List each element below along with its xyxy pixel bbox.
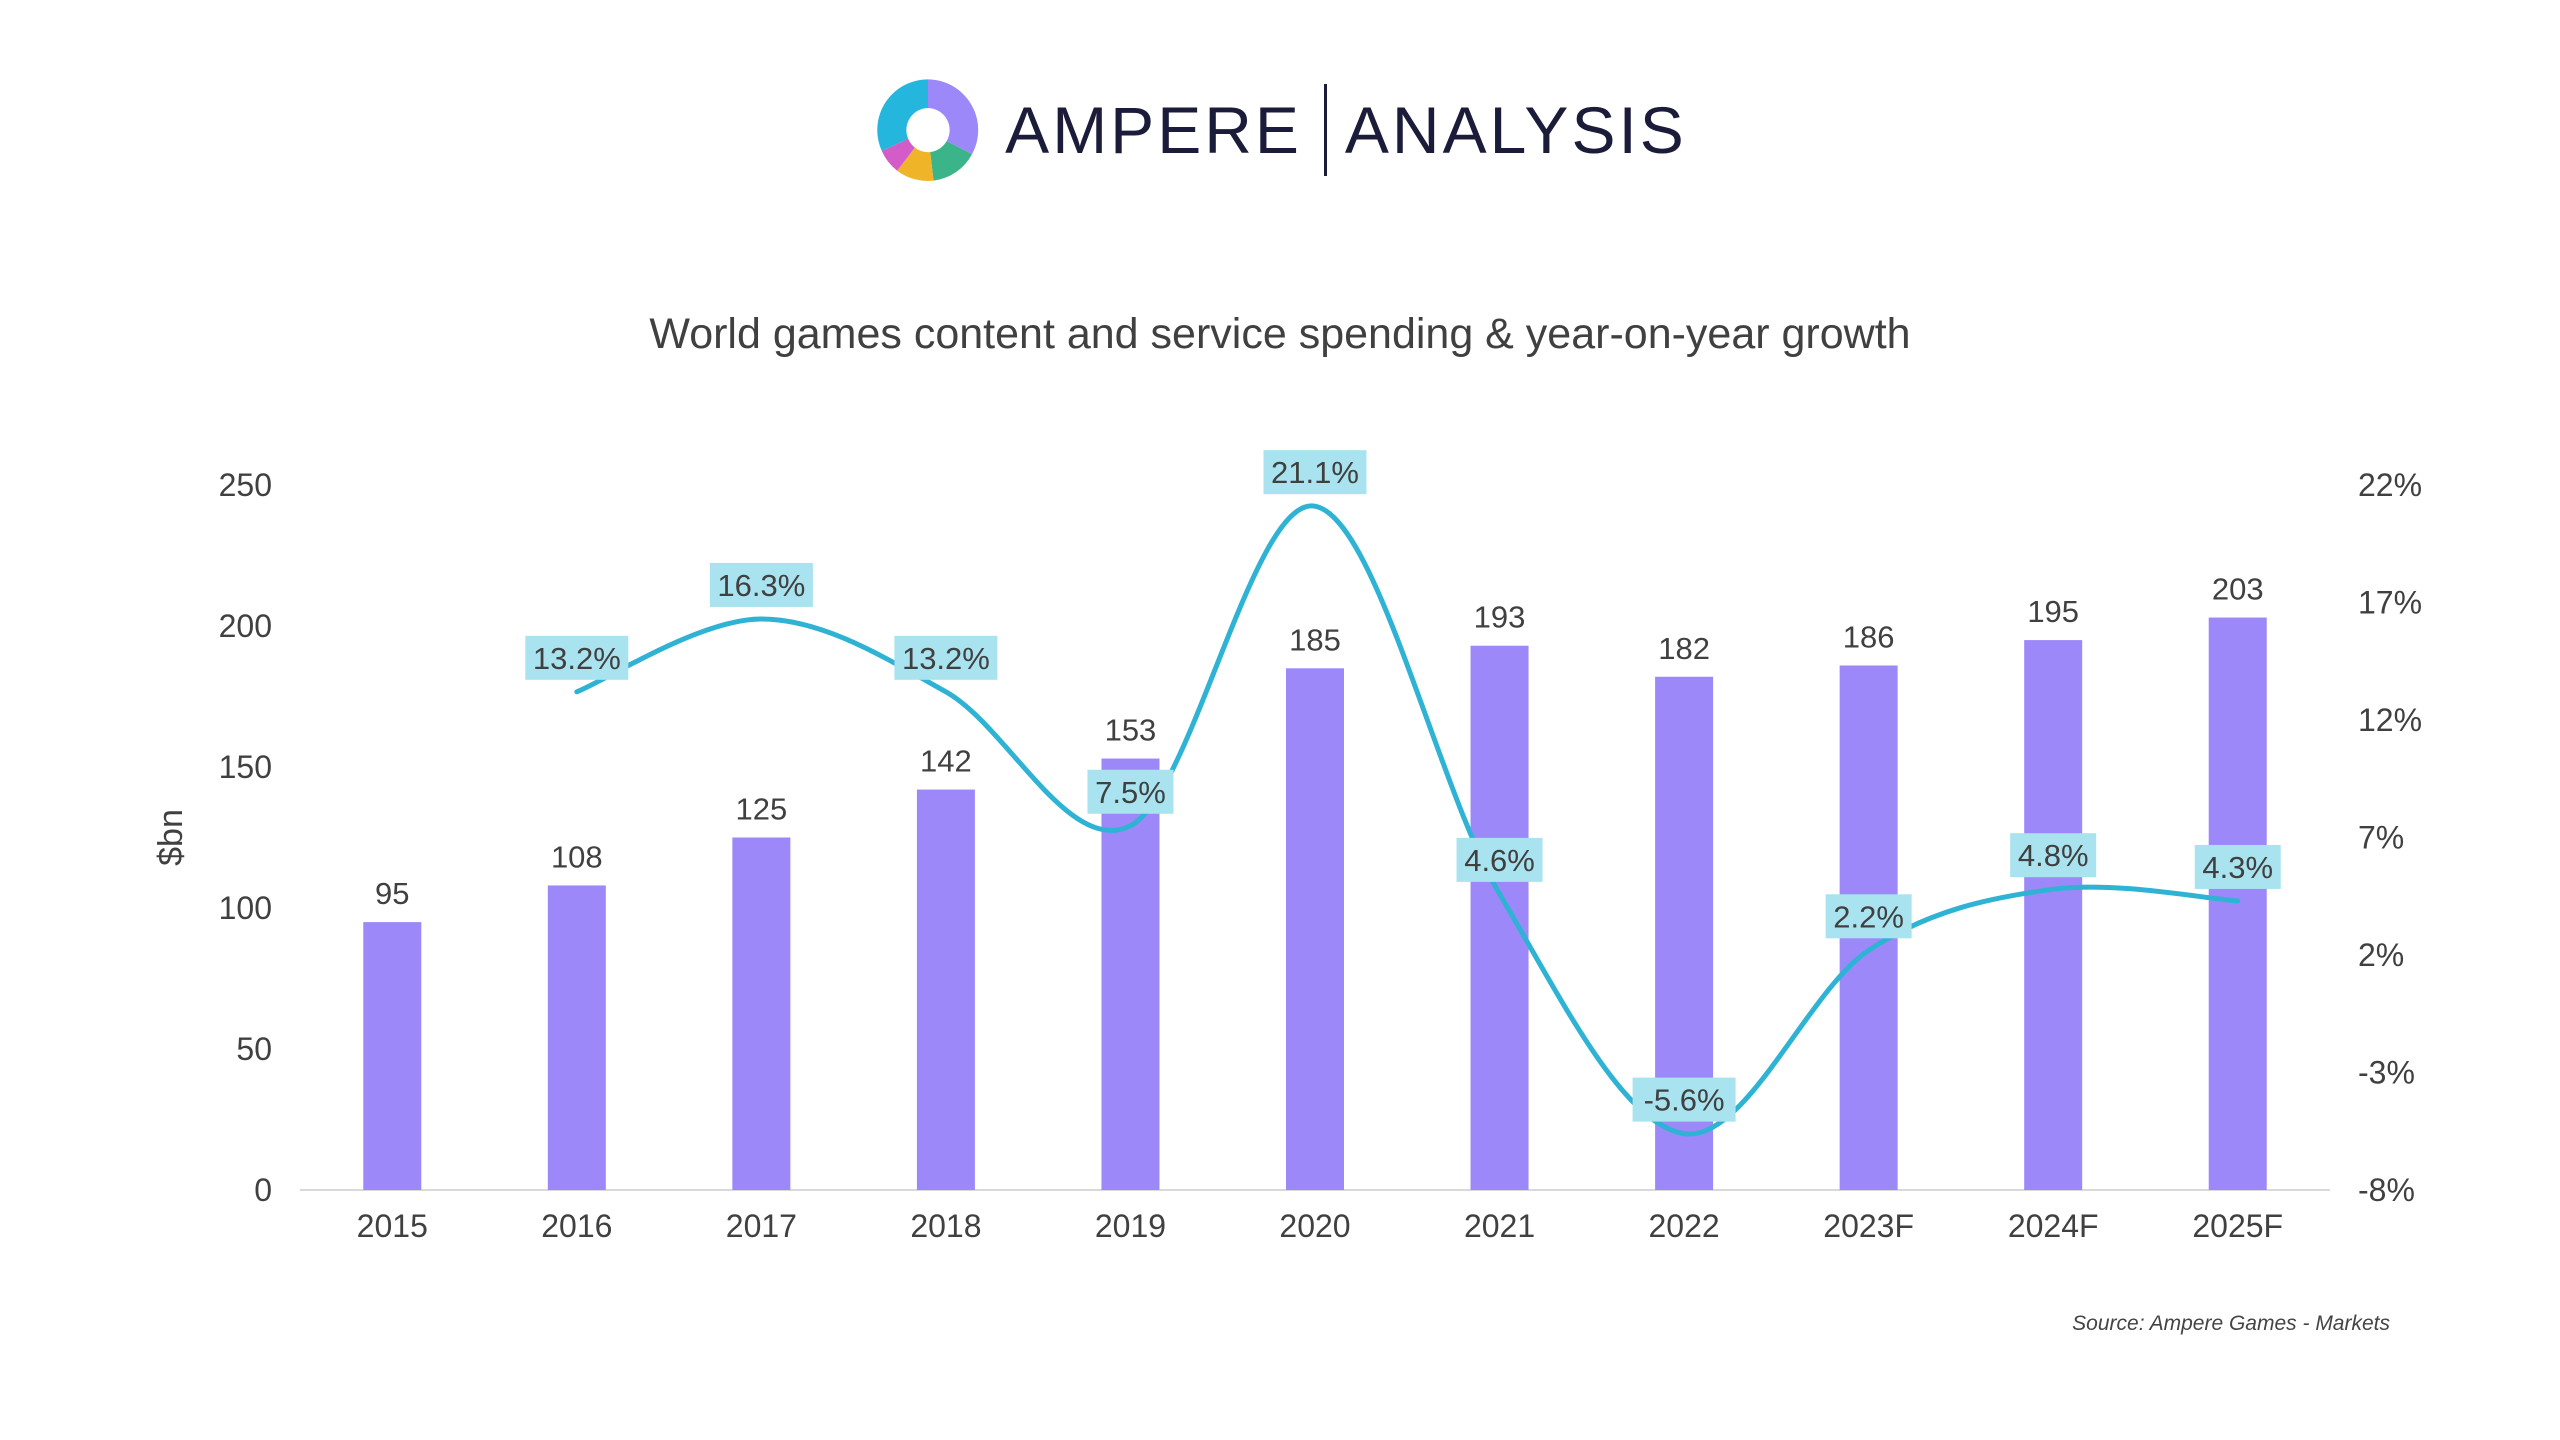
bar — [363, 922, 422, 1190]
y2-tick-label: 2% — [2358, 937, 2404, 973]
y-axis-label: $bn — [152, 809, 190, 866]
bar — [2024, 640, 2083, 1190]
bar-value-label: 182 — [1658, 631, 1710, 666]
growth-label-box — [2010, 833, 2097, 878]
growth-label: 16.3% — [717, 568, 805, 603]
growth-line — [574, 503, 2241, 1137]
bar-value-label: 142 — [920, 744, 972, 779]
bar-value-label: 203 — [2212, 572, 2264, 607]
y2-tick-label: 7% — [2358, 820, 2404, 856]
bar — [1286, 668, 1344, 1190]
growth-label-box — [894, 635, 998, 680]
x-tick-label: 2015 — [357, 1208, 428, 1244]
growth-label-box — [709, 562, 813, 607]
bar-value-label: 95 — [375, 876, 409, 911]
x-tick-label: 2023F — [1823, 1208, 1914, 1244]
x-tick-label: 2018 — [910, 1208, 981, 1244]
x-tick-label: 2021 — [1464, 1208, 1535, 1244]
bar-value-label: 195 — [2027, 594, 2079, 629]
growth-label: 13.2% — [902, 641, 990, 676]
x-tick-label: 2024F — [2008, 1208, 2099, 1244]
bar-value-label: 185 — [1289, 622, 1341, 657]
bar — [916, 789, 975, 1190]
growth-label: 2.2% — [1833, 899, 1904, 934]
bar-value-label: 186 — [1843, 619, 1895, 654]
growth-label: 4.8% — [2018, 838, 2089, 873]
growth-label-box — [1632, 1077, 1736, 1122]
growth-label: 4.3% — [2202, 850, 2273, 885]
x-tick-label: 2019 — [1095, 1208, 1166, 1244]
y-tick-label: 0 — [254, 1172, 272, 1208]
bar — [732, 837, 791, 1190]
bar — [1470, 645, 1529, 1190]
y2-tick-label: 17% — [2358, 585, 2422, 621]
growth-label: 13.2% — [533, 641, 621, 676]
y-tick-label: 100 — [219, 890, 272, 926]
growth-label-box — [1825, 894, 1912, 939]
growth-label-box — [1087, 769, 1174, 814]
bar-value-label: 193 — [1474, 600, 1526, 635]
brand-name-light: ANALYSIS — [1344, 93, 1687, 167]
source-note: Source: Ampere Games - Markets — [2072, 1312, 2390, 1335]
growth-label: 7.5% — [1095, 775, 1166, 810]
x-tick-label: 2017 — [726, 1208, 797, 1244]
bar-value-label: 125 — [735, 792, 787, 827]
chart-title: World games content and service spending… — [649, 310, 1911, 358]
y2-tick-label: -8% — [2358, 1172, 2415, 1208]
x-tick-label: 2022 — [1648, 1208, 1719, 1244]
growth-label-box — [1456, 837, 1543, 882]
x-tick-label: 2020 — [1279, 1208, 1350, 1244]
growth-label: 21.1% — [1271, 455, 1359, 490]
donut-logo-icon — [877, 79, 979, 181]
growth-label: -5.6% — [1644, 1083, 1725, 1118]
growth-label: 4.6% — [1464, 843, 1535, 878]
x-tick-label: 2025F — [2192, 1208, 2283, 1244]
brand-name-bold: AMPERE — [1005, 93, 1302, 167]
y-tick-label: 150 — [219, 749, 272, 785]
growth-label-box — [525, 635, 629, 680]
x-tick-label: 2016 — [541, 1208, 612, 1244]
y-tick-label: 50 — [236, 1031, 272, 1067]
bar — [547, 885, 606, 1190]
growth-label-box — [1263, 450, 1367, 495]
y-tick-label: 200 — [219, 608, 272, 644]
growth-label-box — [2194, 844, 2281, 889]
header: AMPERE ANALYSIS — [0, 70, 2560, 190]
brand-divider — [1323, 84, 1327, 176]
brand-logo: AMPERE ANALYSIS — [873, 75, 1687, 185]
bar-value-label: 153 — [1105, 713, 1157, 748]
bar — [2208, 617, 2267, 1190]
y2-tick-label: 12% — [2358, 702, 2422, 738]
y2-tick-label: 22% — [2358, 467, 2422, 503]
y2-tick-label: -3% — [2358, 1055, 2415, 1091]
bar-value-label: 108 — [551, 839, 603, 874]
y-tick-label: 250 — [219, 467, 272, 503]
